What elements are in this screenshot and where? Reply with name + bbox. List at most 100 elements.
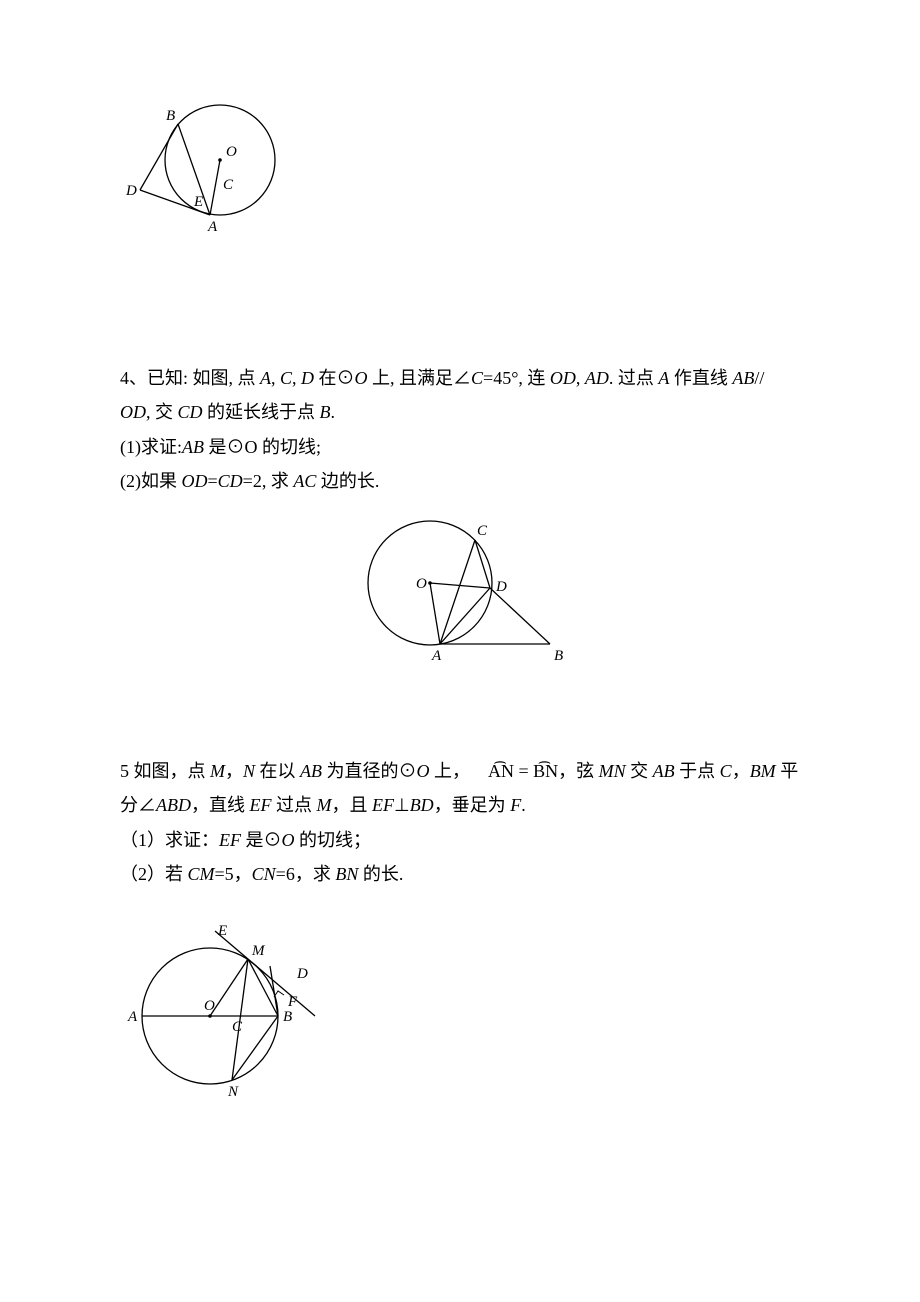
- pt-C: C: [720, 761, 732, 781]
- svg-text:C: C: [232, 1019, 243, 1035]
- angle-C: C: [471, 368, 483, 388]
- svg-text:D: D: [495, 579, 507, 595]
- pt-O: O: [282, 830, 295, 850]
- problem-4-part-1: (1)求证:AB 是⊙O 的切线;: [120, 430, 800, 464]
- text: =2, 求: [243, 471, 294, 491]
- seg-EF: EF: [250, 795, 272, 815]
- pt-M: M: [317, 795, 332, 815]
- text: 5 如图，点: [120, 761, 210, 781]
- seg-AB: AB: [732, 368, 754, 388]
- text: （2）若: [120, 864, 188, 884]
- problem-4-line-1: 4、已知: 如图, 点 A, C, D 在⊙O 上, 且满足∠C=45°, 连 …: [120, 361, 800, 395]
- svg-text:B: B: [283, 1009, 292, 1025]
- text: . 过点: [609, 368, 659, 388]
- seg-OD: OD: [550, 368, 576, 388]
- text: 的长.: [358, 864, 403, 884]
- problem-4-part-2: (2)如果 OD=CD=2, 求 AC 边的长.: [120, 464, 800, 498]
- text: 的切线；: [295, 830, 372, 850]
- text: ，直线: [191, 795, 250, 815]
- problem-4-line-2: OD, 交 CD 的延长线于点 B.: [120, 395, 800, 429]
- text: 是⊙O 的切线;: [204, 437, 321, 457]
- problem-5-part-2: （2）若 CM=5，CN=6，求 BN 的长.: [120, 857, 800, 891]
- text: =: [208, 471, 218, 491]
- svg-text:M: M: [251, 943, 266, 959]
- svg-text:C: C: [477, 523, 488, 539]
- pt-A2: A: [658, 368, 669, 388]
- text: , 交: [146, 402, 178, 422]
- angle-ABD: ABD: [156, 795, 191, 815]
- seg-OD: OD: [182, 471, 208, 491]
- seg-BD: BD: [410, 795, 434, 815]
- pt-O: O: [355, 368, 368, 388]
- figure-3-wrap: B O C D EA: [120, 90, 800, 251]
- text: 上, 且满足∠: [368, 368, 472, 388]
- text: 在⊙: [314, 368, 355, 388]
- text: 分∠: [120, 795, 156, 815]
- svg-text:D: D: [125, 183, 137, 199]
- text: ,: [292, 368, 301, 388]
- svg-text:A: A: [127, 1009, 138, 1025]
- svg-text:O: O: [226, 144, 237, 160]
- svg-text:A: A: [207, 219, 218, 235]
- text: ,: [576, 368, 585, 388]
- svg-text:O: O: [416, 576, 427, 592]
- text: ,: [271, 368, 280, 388]
- text: (1)求证:: [120, 437, 182, 457]
- figure-5: EMDFAOCBN: [120, 921, 340, 1106]
- seg-AD: AD: [585, 368, 609, 388]
- pt-N: N: [243, 761, 255, 781]
- text: =5，: [215, 864, 252, 884]
- figure-4: C O D A B: [335, 498, 585, 673]
- spacer: [120, 891, 800, 921]
- spacer: [120, 251, 800, 361]
- pt-M: M: [210, 761, 225, 781]
- seg-CM: CM: [188, 864, 215, 884]
- text: 过点: [272, 795, 317, 815]
- svg-text:B: B: [554, 648, 563, 664]
- text: =45°, 连: [483, 368, 550, 388]
- svg-text:E: E: [193, 194, 203, 210]
- seg-CD: CD: [218, 471, 243, 491]
- svg-text:B: B: [166, 108, 175, 124]
- pt-D: D: [301, 368, 314, 388]
- figure-4-wrap: C O D A B: [120, 498, 800, 684]
- text: (2)如果: [120, 471, 182, 491]
- text: 边的长.: [316, 471, 379, 491]
- pt-F: F: [510, 795, 521, 815]
- seg-EF2: EF: [372, 795, 394, 815]
- svg-text:O: O: [204, 998, 215, 1014]
- pt-A: A: [260, 368, 271, 388]
- text: ⊥: [394, 795, 410, 815]
- text: ，且: [332, 795, 373, 815]
- pt-O: O: [417, 761, 430, 781]
- seg-AB2: AB: [653, 761, 675, 781]
- seg-CN: CN: [252, 864, 276, 884]
- text: =6，求: [276, 864, 336, 884]
- seg-MN: MN: [599, 761, 626, 781]
- text: ，: [225, 761, 243, 781]
- svg-text:A: A: [431, 648, 442, 664]
- text: 于点: [675, 761, 720, 781]
- problem-5-line-1: 5 如图，点 M，N 在以 AB 为直径的⊙O 上， A͡N = B͡N，弦 M…: [120, 754, 800, 788]
- text: 是⊙: [241, 830, 282, 850]
- spacer: [120, 684, 800, 754]
- problem-5-line-2: 分∠ABD，直线 EF 过点 M，且 EF⊥BD，垂足为 F.: [120, 788, 800, 822]
- svg-text:D: D: [296, 966, 308, 982]
- figure-5-wrap: EMDFAOCBN: [120, 921, 800, 1117]
- seg-EF: EF: [219, 830, 241, 850]
- seg-BN: BN: [335, 864, 358, 884]
- problem-5-part-1: （1）求证：EF 是⊙O 的切线；: [120, 823, 800, 857]
- seg-CD: CD: [178, 402, 203, 422]
- text: （1）求证：: [120, 830, 219, 850]
- svg-text:N: N: [227, 1084, 239, 1100]
- text: ，: [732, 761, 750, 781]
- text: .: [521, 795, 526, 815]
- seg-BM: BM: [750, 761, 776, 781]
- text: ，垂足为: [434, 795, 511, 815]
- pt-C: C: [280, 368, 292, 388]
- seg-AB: AB: [300, 761, 322, 781]
- text: 作直线: [669, 368, 732, 388]
- svg-text:C: C: [223, 177, 234, 193]
- text: 平: [776, 761, 799, 781]
- text: 交: [626, 761, 653, 781]
